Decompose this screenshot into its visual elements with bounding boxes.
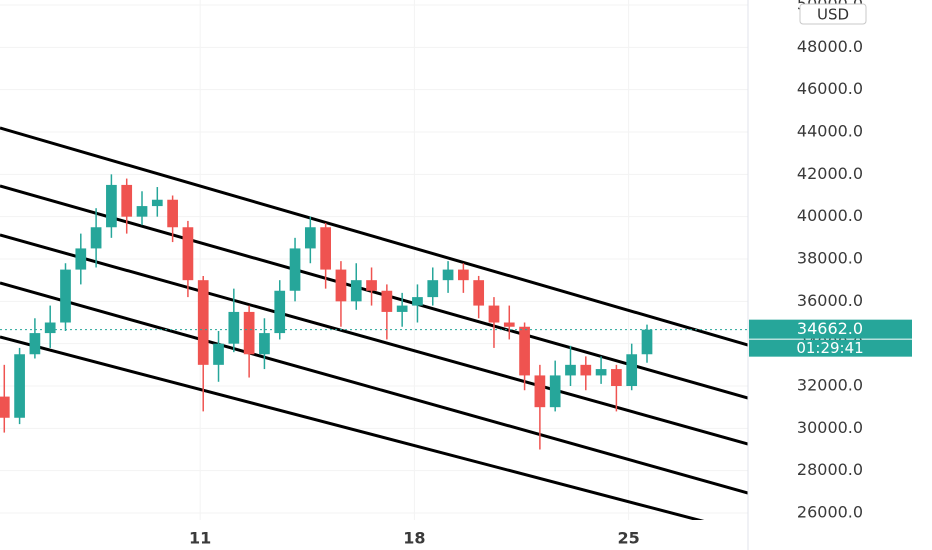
candle-body xyxy=(641,329,653,355)
candle-body xyxy=(381,290,393,312)
candle-body xyxy=(151,199,163,207)
channel-line xyxy=(0,335,705,520)
candle-body xyxy=(197,280,209,365)
x-tick-label: 18 xyxy=(403,529,425,548)
candle-body xyxy=(243,311,255,355)
y-tick-label: 30000.0 xyxy=(797,418,863,437)
countdown-tag xyxy=(749,339,912,357)
candle-body xyxy=(549,375,561,408)
candle-body xyxy=(14,354,25,418)
candle-body xyxy=(412,297,423,306)
y-tick-label: 28000.0 xyxy=(797,460,863,479)
last-price-tag xyxy=(749,319,912,339)
candle-body xyxy=(458,269,469,281)
candle-body xyxy=(519,326,530,376)
y-tick-label: 44000.0 xyxy=(797,122,863,141)
candle-body xyxy=(442,269,454,281)
candle-body xyxy=(320,227,331,270)
x-tick-label: 11 xyxy=(189,529,211,548)
candle-body xyxy=(565,364,576,376)
y-tick-label: 40000.0 xyxy=(797,206,863,225)
candle-body xyxy=(182,227,194,281)
candle-body xyxy=(60,269,71,323)
channel-lines xyxy=(0,126,748,520)
candle-body xyxy=(611,369,622,387)
candle-body xyxy=(167,199,178,228)
candle-body xyxy=(213,343,224,365)
last-price-label: 34662.0 xyxy=(797,319,863,338)
currency-label[interactable]: USD xyxy=(817,6,849,24)
candle-body xyxy=(29,333,41,355)
candle-body xyxy=(304,227,316,249)
y-tick-label: 46000.0 xyxy=(797,79,863,98)
candle-body xyxy=(580,364,592,376)
currency-button-box[interactable] xyxy=(799,3,867,25)
candle-body xyxy=(350,280,362,302)
channel-line xyxy=(0,184,748,400)
candle-body xyxy=(427,280,439,298)
candles xyxy=(0,174,653,450)
candle-body xyxy=(44,322,56,334)
candle-body xyxy=(0,396,10,418)
currency-button[interactable]: USD xyxy=(799,3,867,25)
y-tick-label: 32000.0 xyxy=(797,376,863,395)
x-tick-label: 25 xyxy=(618,529,640,548)
candle-body xyxy=(626,354,638,387)
candle-body xyxy=(259,333,270,355)
grid xyxy=(0,0,748,520)
candle-body xyxy=(121,184,133,217)
candle-body xyxy=(503,322,515,327)
candle-body xyxy=(106,184,117,228)
candle-body xyxy=(90,227,102,249)
candle-body xyxy=(75,248,87,270)
candle-body xyxy=(473,280,485,306)
y-tick-label: 36000.0 xyxy=(797,291,863,310)
candle-body xyxy=(335,269,347,302)
candle-body xyxy=(289,248,301,291)
y-tick-label: 48000.0 xyxy=(797,37,863,56)
candle-body xyxy=(274,290,286,334)
candle-body xyxy=(136,206,148,217)
candle-body xyxy=(595,369,607,376)
candle-body xyxy=(366,280,377,291)
candle-body xyxy=(488,305,500,323)
candle-body xyxy=(534,375,546,408)
channel-line xyxy=(0,233,748,446)
y-tick-label: 26000.0 xyxy=(797,503,863,522)
y-tick-label: 38000.0 xyxy=(797,249,863,268)
candle-body xyxy=(228,311,240,344)
countdown-label: 01:29:41 xyxy=(796,339,863,357)
candle-body xyxy=(396,305,408,312)
channel-line xyxy=(0,281,748,495)
y-tick-label: 42000.0 xyxy=(797,164,863,183)
channel-line xyxy=(0,126,748,347)
